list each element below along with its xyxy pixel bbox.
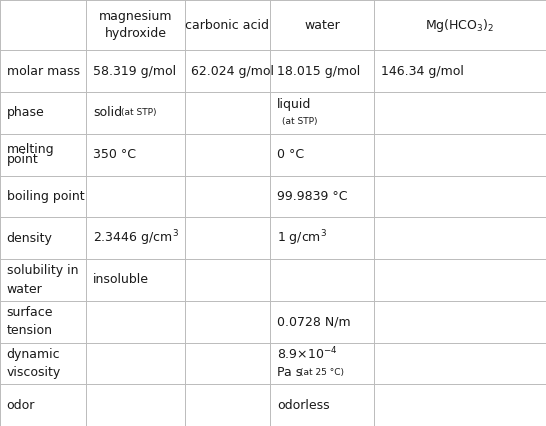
Text: 0.0728 N/m: 0.0728 N/m (277, 315, 351, 328)
Text: point: point (7, 153, 38, 166)
Text: 0 °C: 0 °C (277, 148, 304, 161)
Text: 58.319 g/mol: 58.319 g/mol (93, 65, 176, 78)
Text: carbonic acid: carbonic acid (186, 19, 269, 32)
Text: 18.015 g/mol: 18.015 g/mol (277, 65, 360, 78)
Text: 8.9$\times$10$^{-4}$: 8.9$\times$10$^{-4}$ (277, 346, 337, 363)
Text: 1 g/cm$^3$: 1 g/cm$^3$ (277, 228, 327, 248)
Text: insoluble: insoluble (93, 273, 149, 286)
Text: (at STP): (at STP) (282, 117, 318, 126)
Text: 146.34 g/mol: 146.34 g/mol (381, 65, 464, 78)
Text: density: density (7, 232, 52, 245)
Text: odor: odor (7, 399, 35, 412)
Text: Mg(HCO$_3$)$_2$: Mg(HCO$_3$)$_2$ (425, 17, 495, 34)
Text: 2.3446 g/cm$^3$: 2.3446 g/cm$^3$ (93, 228, 179, 248)
Text: water: water (7, 282, 42, 296)
Text: tension: tension (7, 324, 52, 337)
Text: (at STP): (at STP) (121, 108, 157, 118)
Text: liquid: liquid (277, 98, 311, 111)
Text: phase: phase (7, 106, 44, 119)
Text: 62.024 g/mol: 62.024 g/mol (191, 65, 274, 78)
Text: surface: surface (7, 306, 53, 319)
Text: (at 25 °C): (at 25 °C) (300, 368, 344, 377)
Text: magnesium
hydroxide: magnesium hydroxide (99, 10, 172, 40)
Text: boiling point: boiling point (7, 190, 84, 203)
Text: solubility in: solubility in (7, 264, 78, 277)
Text: 350 °C: 350 °C (93, 148, 136, 161)
Text: molar mass: molar mass (7, 65, 80, 78)
Text: viscosity: viscosity (7, 366, 61, 379)
Text: melting: melting (7, 143, 54, 156)
Text: Pa s: Pa s (277, 366, 302, 379)
Text: 99.9839 °C: 99.9839 °C (277, 190, 347, 203)
Text: odorless: odorless (277, 399, 329, 412)
Text: dynamic: dynamic (7, 348, 60, 361)
Text: solid: solid (93, 106, 122, 119)
Text: water: water (304, 19, 340, 32)
